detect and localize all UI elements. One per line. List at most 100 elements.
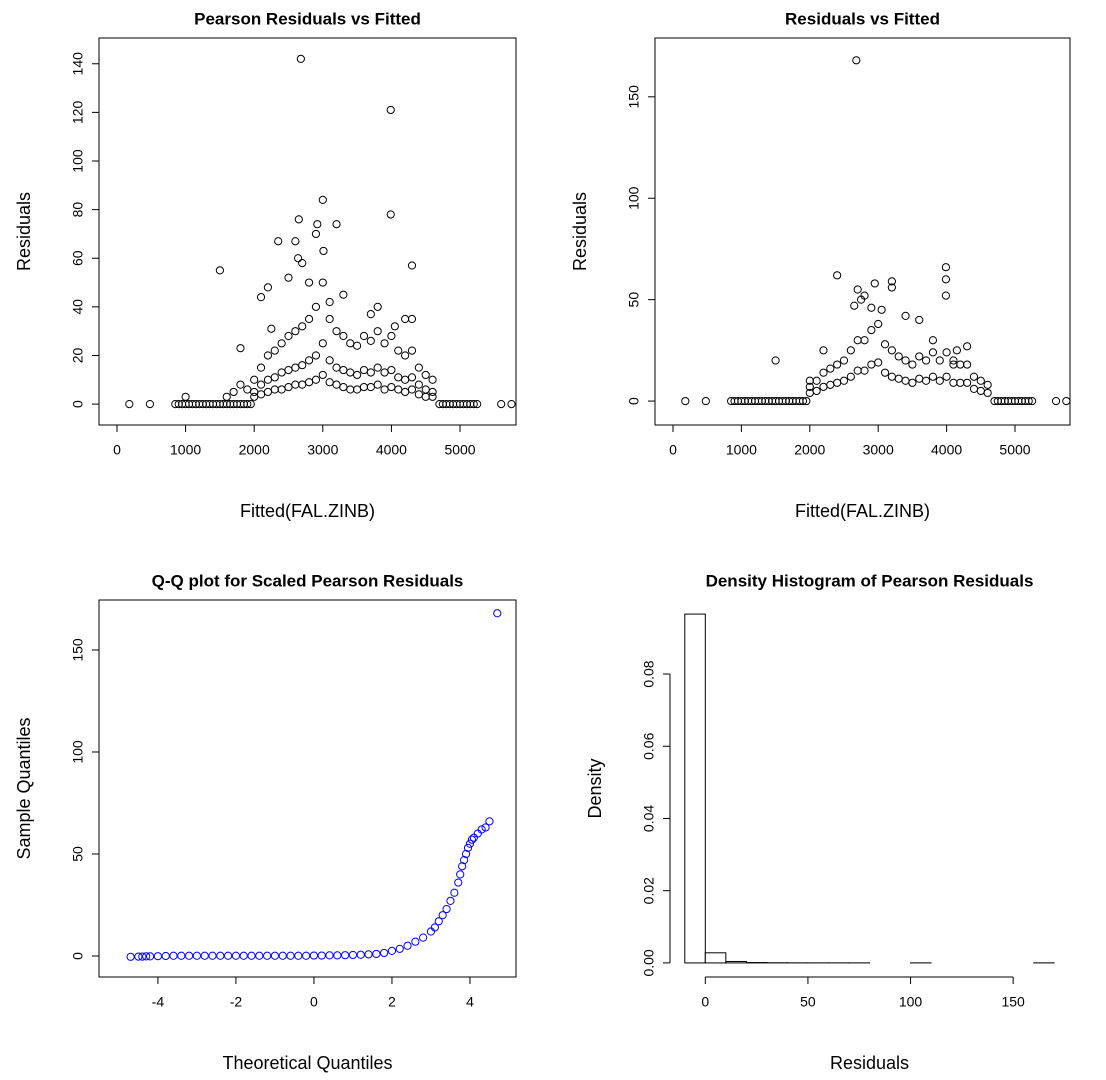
point xyxy=(256,363,266,372)
point xyxy=(976,376,985,385)
point xyxy=(874,319,883,329)
point xyxy=(208,951,217,960)
point xyxy=(771,356,780,365)
point xyxy=(485,817,494,826)
point xyxy=(921,356,931,365)
point xyxy=(243,399,252,409)
point xyxy=(880,368,890,377)
point xyxy=(877,305,886,314)
x-tick-label: 5000 xyxy=(999,442,1030,458)
point xyxy=(963,342,972,351)
point xyxy=(304,378,314,387)
point xyxy=(450,888,459,897)
plot-box xyxy=(654,37,1071,426)
point xyxy=(185,951,194,960)
y-tick-label: 0 xyxy=(70,400,86,408)
point xyxy=(976,386,985,396)
point xyxy=(942,372,951,381)
point xyxy=(460,856,469,865)
point xyxy=(394,373,403,382)
point xyxy=(493,609,502,618)
point xyxy=(867,360,876,369)
point xyxy=(380,368,389,377)
point xyxy=(359,382,369,392)
point xyxy=(318,370,327,380)
point xyxy=(256,390,266,399)
point xyxy=(414,390,423,399)
point xyxy=(339,331,348,341)
x-tick-label: 4 xyxy=(466,994,474,1010)
point xyxy=(928,348,938,357)
point xyxy=(819,382,828,391)
point xyxy=(339,290,348,299)
point xyxy=(263,375,273,384)
point xyxy=(411,937,420,946)
point xyxy=(366,336,375,345)
point xyxy=(325,314,334,324)
y-axis-label: Residuals xyxy=(570,192,590,271)
point xyxy=(812,386,821,396)
point xyxy=(390,322,399,331)
point xyxy=(419,933,428,942)
point xyxy=(142,952,151,961)
point xyxy=(304,314,314,324)
point xyxy=(153,952,163,961)
point xyxy=(270,346,279,355)
y-tick-label: 140 xyxy=(70,52,86,76)
point xyxy=(309,951,319,960)
point xyxy=(846,372,855,381)
point xyxy=(263,387,273,397)
point xyxy=(291,237,300,246)
point xyxy=(319,246,328,256)
point xyxy=(298,380,307,389)
point xyxy=(138,952,147,961)
x-tick-label: -4 xyxy=(152,994,165,1010)
point xyxy=(364,950,373,959)
point xyxy=(681,396,690,406)
point xyxy=(421,370,430,380)
point xyxy=(497,399,506,409)
x-tick-label: 1000 xyxy=(170,442,201,458)
point xyxy=(311,229,321,239)
point xyxy=(401,375,410,384)
point xyxy=(192,951,202,960)
chart-title: Residuals vs Fitted xyxy=(785,9,940,28)
x-tick-label: 0 xyxy=(701,994,709,1010)
point xyxy=(928,336,938,345)
point xyxy=(941,291,951,300)
point xyxy=(267,324,276,333)
point xyxy=(949,356,958,365)
point xyxy=(277,339,286,348)
point xyxy=(372,949,381,959)
point xyxy=(963,360,972,369)
point xyxy=(356,950,365,959)
point xyxy=(969,384,979,393)
point xyxy=(274,237,283,246)
point xyxy=(860,366,869,375)
chart-title: Density Histogram of Pearson Residuals xyxy=(706,571,1034,590)
y-axis-label: Residuals xyxy=(14,192,34,271)
point xyxy=(1028,396,1037,406)
point xyxy=(263,283,273,292)
point xyxy=(458,862,467,871)
point xyxy=(394,346,403,355)
plot-box xyxy=(98,37,517,426)
panel: Density Histogram of Pearson Residuals Re… xyxy=(585,571,1055,1073)
point xyxy=(332,380,341,389)
point xyxy=(304,278,314,287)
point xyxy=(469,399,478,409)
point xyxy=(250,375,259,384)
point xyxy=(407,346,417,355)
point xyxy=(325,356,334,365)
point xyxy=(812,376,821,385)
point xyxy=(935,356,944,365)
point xyxy=(284,365,293,375)
point xyxy=(901,311,910,320)
point xyxy=(426,927,436,936)
bar xyxy=(725,960,747,964)
y-tick-label: 0.04 xyxy=(641,805,657,832)
point xyxy=(481,823,490,832)
point xyxy=(465,839,475,848)
point xyxy=(477,825,486,834)
point xyxy=(339,365,348,375)
